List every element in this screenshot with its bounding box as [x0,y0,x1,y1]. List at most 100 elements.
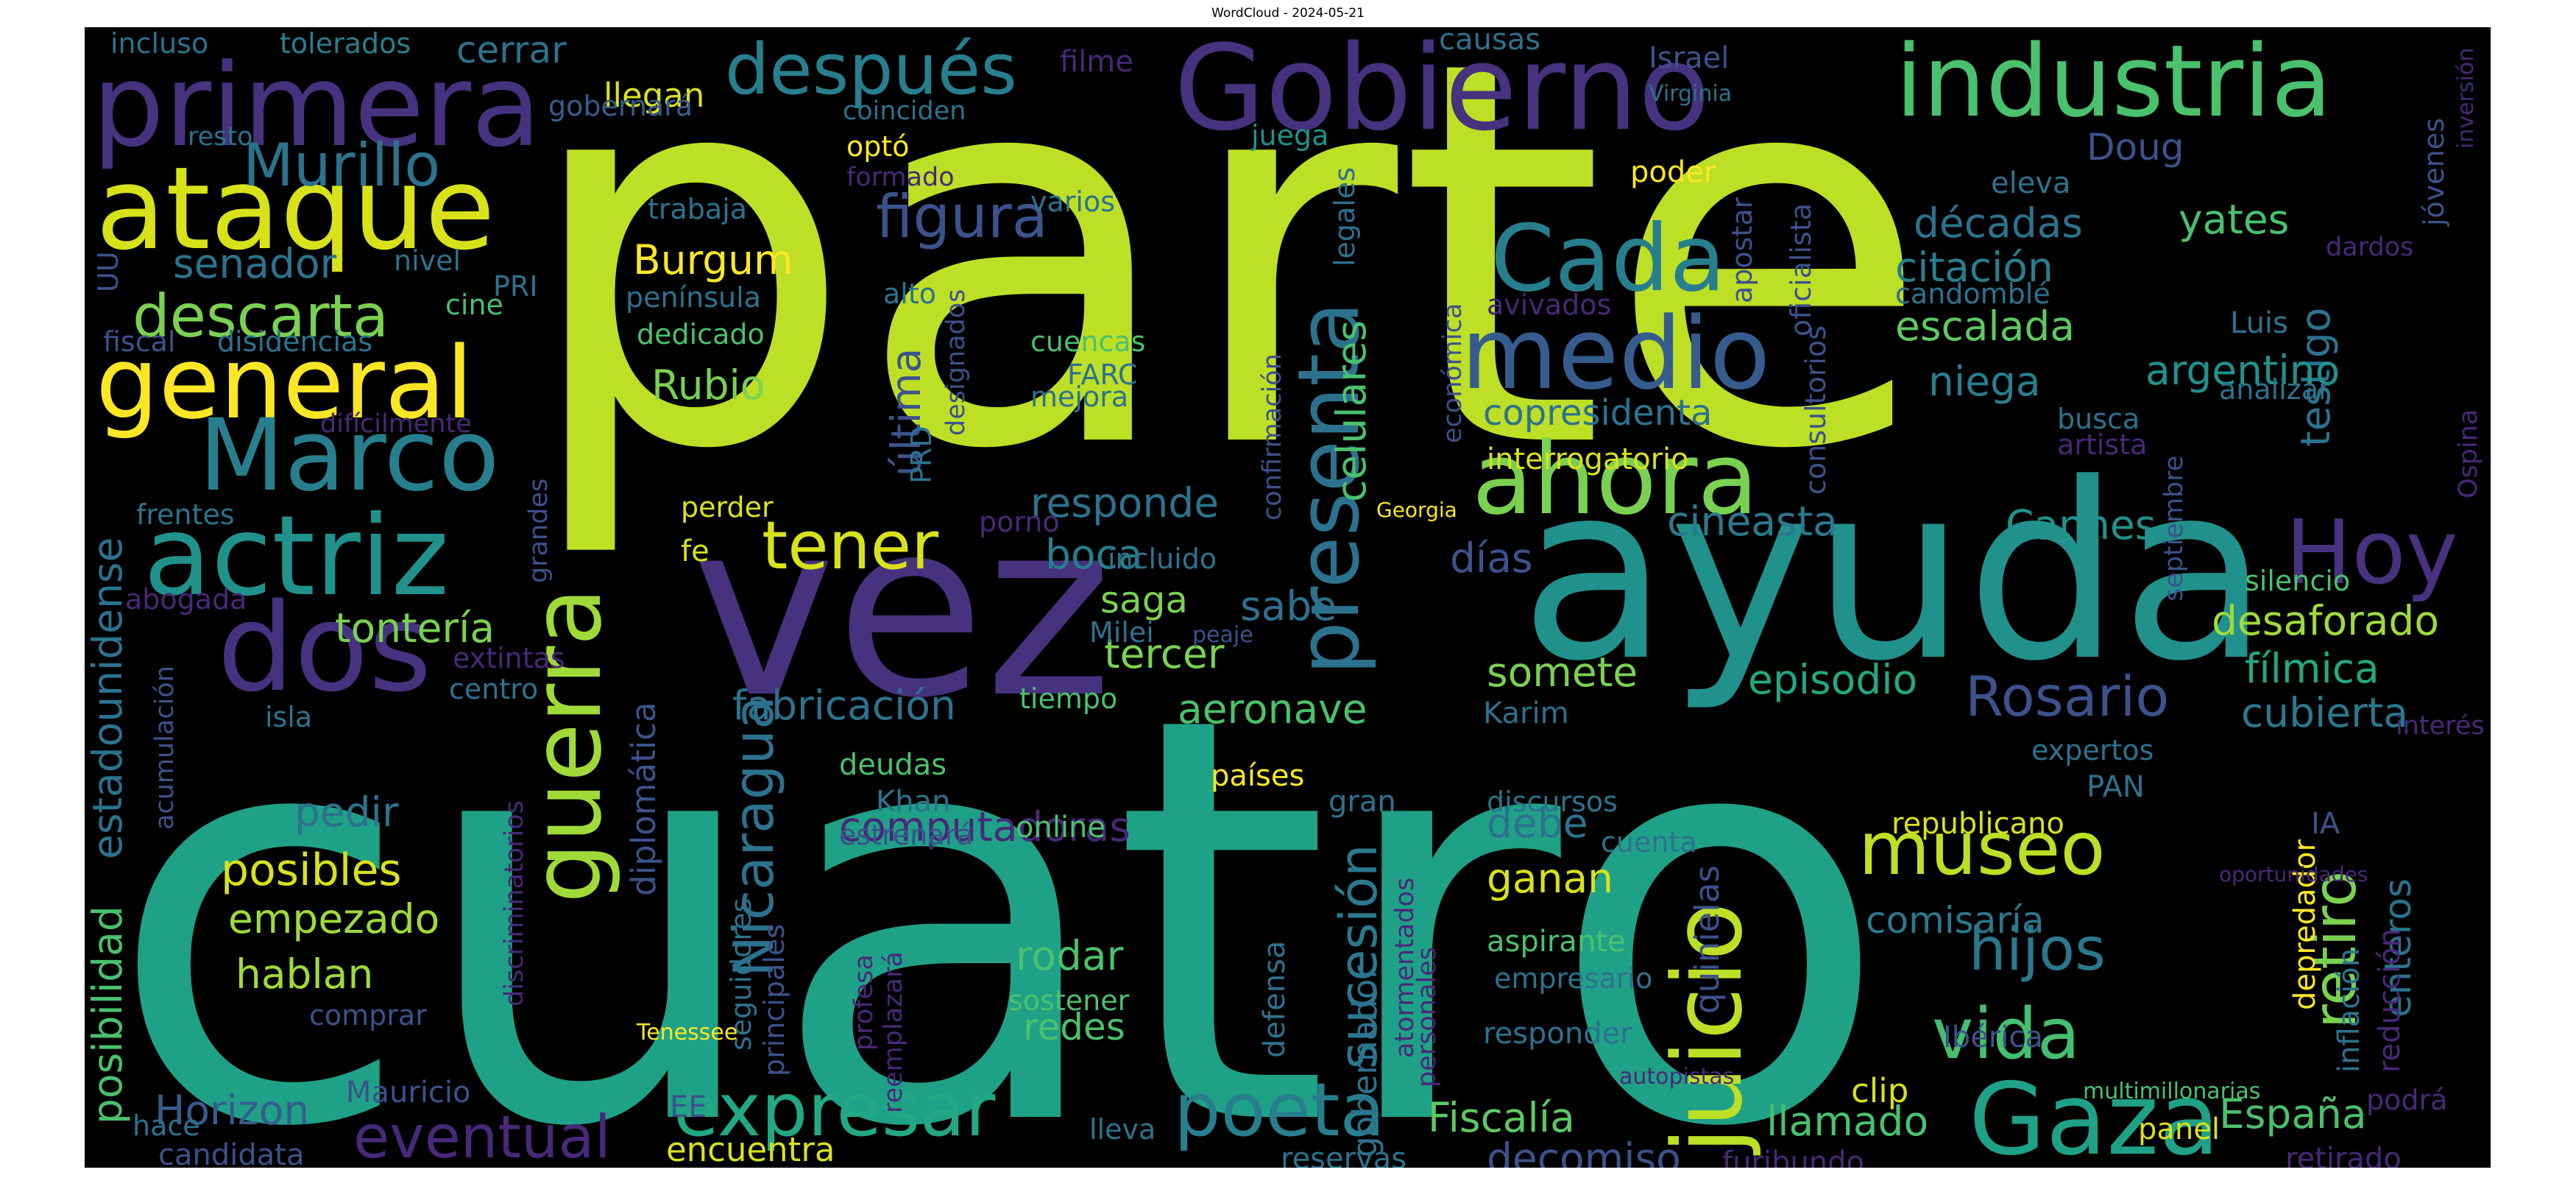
word-vez: vez [692,468,1113,751]
word-fiscalia: Fiscalía [1428,1094,1575,1141]
chart-title: WordCloud - 2024-05-21 [1211,6,1365,21]
word-farc: FARC [1067,359,1137,391]
word-causas: causas [1439,27,1540,57]
word-trabaja: trabaja [648,193,747,225]
word-varios: varios [1030,186,1115,218]
word-tenessee: Tenessee [636,1020,737,1045]
word-doug: Doug [2087,126,2184,169]
word-rodar: rodar [1016,932,1124,979]
word-multimillonarias: multimillonarias [2083,1079,2260,1104]
word-redes: redes [1023,1006,1125,1048]
word-decadas: décadas [1914,200,2083,247]
word-responder: responder [1483,1017,1632,1051]
word-responde: responde [1030,479,1219,526]
word-empresario: empresario [1494,962,1652,995]
word-enteros: enteros [2377,878,2419,1017]
word-coinciden: coinciden [843,96,966,126]
word-posibilidad: posibilidad [85,906,131,1124]
word-khan: Khan [876,785,950,819]
word-peninsula: península [626,281,761,314]
word-filmica: fílmica [2245,645,2379,692]
word-gobernara: gobernará [548,90,693,122]
word-oficialista: oficialista [1785,203,1817,336]
word-gobernador: gobernador [1345,965,1384,1157]
word-poeta: poeta [1174,1067,1385,1153]
word-yates: yates [2179,196,2289,243]
word-retiro: retiro [2301,871,2369,1029]
word-personales: personales [1412,947,1442,1087]
word-vida: vida [1932,994,2080,1075]
word-dedicado: dedicado [637,318,765,350]
word-ia: IA [2311,807,2340,841]
word-acumulacion: acumulación [150,666,180,830]
word-gaza: Gaza [1969,1062,2220,1168]
word-quinielas: quinielas [1688,865,1727,1014]
word-formado: formado [846,163,955,192]
word-sostener: sostener [1008,984,1130,1017]
word-encuentra: encuentra [666,1130,835,1168]
word-parte: parte [519,27,1932,565]
word-designados: designados [941,289,971,436]
word-aeronave: aeronave [1178,685,1367,733]
word-incluso: incluso [110,27,208,60]
word-abogada: abogada [125,583,247,616]
word-debe: debe [1487,800,1588,847]
word-estadounidense: estadounidense [85,537,131,859]
word-republicano: republicano [1892,807,2064,841]
word-ganan: ganan [1487,855,1613,902]
word-comprar: comprar [309,999,427,1031]
word-burgum: Burgum [633,236,793,283]
word-profesa: profesa [849,954,879,1051]
word-gobierno: Gobierno [1174,27,1710,157]
word-uu: UU [92,251,124,292]
word-fe: fe [681,535,710,568]
word-general: general [96,325,473,441]
word-apostar: apostar [1726,197,1758,303]
word-llegan: llegan [604,76,704,115]
word-cloud: parte cuatro vez ayuda Gobierno industria prim… [85,27,2491,1168]
word-cannes: Cannes [2006,501,2156,549]
word-hijos: hijos [1969,915,2106,984]
word-eventual: eventual [353,1103,611,1168]
word-busca: busca [2057,403,2140,435]
word-resto: resto [188,122,253,152]
word-avivados: avivados [1487,289,1611,321]
word-ospina: Ospina [2454,409,2483,498]
word-copresidenta: copresidenta [1483,392,1712,434]
word-citacion: citación [1895,244,2053,291]
word-cada: Cada [1490,205,1726,312]
word-ayuda: ayuda [1520,431,2269,714]
word-silencio: silencio [2245,565,2350,597]
word-hablan: hablan [236,950,373,998]
word-ultima: última [882,348,930,476]
word-cerrar: cerrar [456,29,567,71]
word-israel: Israel [1649,41,1729,75]
word-murillo: Murillo [243,131,440,200]
word-filme: filme [1060,45,1133,79]
word-clip: clip [1851,1071,1908,1110]
word-nivel: nivel [394,244,461,277]
word-tener: tener [762,507,938,585]
word-presenta: presenta [1280,301,1379,675]
word-economica: económica [1438,303,1468,443]
word-marco: Marco [199,398,500,513]
word-inversion: inversión [2453,48,2479,149]
word-pedir: pedir [294,789,399,836]
word-cubierta: cubierta [2241,689,2408,736]
word-extintas: extintas [453,642,565,674]
word-celulares: celulares [1328,320,1375,502]
word-pan: PAN [2087,770,2145,804]
word-peaje: peaje [1192,622,1253,648]
word-ataque: ataque [96,142,495,275]
word-incluido: incluido [1108,543,1217,575]
word-cineasta: cineasta [1667,498,1838,545]
word-reduccion: reducción [2373,928,2407,1073]
word-senador: senador [173,240,337,287]
word-dos: dos [217,577,432,719]
word-escalada: escalada [1895,303,2075,350]
word-confirmacion: confirmación [1258,353,1287,521]
word-tiempo: tiempo [1019,683,1117,715]
word-ahora: ahora [1472,421,1758,537]
word-interes: interés [2396,711,2485,741]
